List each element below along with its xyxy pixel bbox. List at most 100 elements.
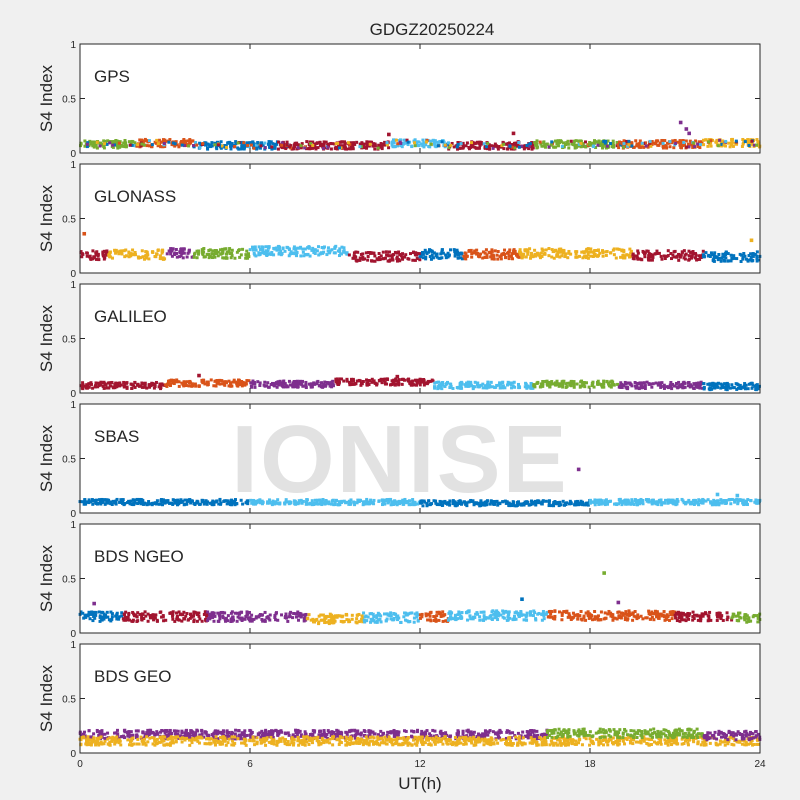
data-point <box>735 387 739 391</box>
data-point <box>247 379 251 383</box>
data-point <box>345 147 349 151</box>
data-point <box>629 612 633 616</box>
data-point <box>461 146 465 150</box>
data-point <box>192 620 196 624</box>
data-point <box>84 502 88 506</box>
data-point <box>134 614 138 618</box>
data-point <box>436 387 440 391</box>
data-point <box>647 382 651 386</box>
data-point <box>706 614 710 618</box>
data-point <box>404 253 408 257</box>
data-point <box>483 255 487 259</box>
data-point <box>636 257 640 261</box>
data-point <box>664 498 668 502</box>
data-point <box>692 498 696 502</box>
data-point <box>109 610 113 614</box>
data-point <box>599 610 603 614</box>
data-point <box>584 381 588 385</box>
data-point <box>611 613 615 617</box>
data-point <box>499 257 503 261</box>
data-point <box>163 138 167 142</box>
data-point <box>229 384 233 388</box>
data-point <box>96 385 100 389</box>
data-point <box>482 614 486 618</box>
data-point <box>300 142 304 146</box>
data-point <box>448 610 452 614</box>
data-point <box>180 140 184 144</box>
data-point <box>389 614 393 618</box>
data-point <box>80 386 84 390</box>
data-point <box>720 501 724 505</box>
data-point <box>410 144 414 148</box>
data-point <box>95 381 99 385</box>
data-point <box>690 254 694 258</box>
data-point <box>330 385 334 389</box>
data-point <box>290 383 294 387</box>
data-point <box>380 377 384 381</box>
data-point <box>572 142 576 146</box>
data-point <box>251 502 255 506</box>
data-point <box>217 379 221 383</box>
data-point <box>403 618 407 622</box>
data-point <box>263 146 267 150</box>
data-point <box>469 248 473 252</box>
data-point <box>450 141 454 145</box>
data-point <box>202 502 206 506</box>
data-point <box>105 386 109 390</box>
data-point <box>179 142 183 146</box>
data-point <box>593 498 597 502</box>
data-point <box>249 498 253 502</box>
y-tick-label: 0 <box>70 269 76 280</box>
data-point <box>550 504 554 508</box>
data-point <box>88 254 92 258</box>
data-point <box>145 386 149 390</box>
data-point <box>625 502 629 506</box>
data-point <box>154 613 158 617</box>
data-point <box>675 385 679 389</box>
data-point <box>410 611 414 615</box>
data-point <box>272 501 276 505</box>
data-point <box>650 258 654 262</box>
data-point <box>308 140 312 144</box>
data-point <box>260 251 264 255</box>
data-point <box>621 248 625 252</box>
data-point <box>259 144 263 148</box>
data-point <box>210 256 214 260</box>
data-point <box>455 248 459 252</box>
data-point <box>471 617 475 621</box>
data-point <box>475 251 479 255</box>
data-point <box>757 258 761 262</box>
data-point <box>434 499 438 503</box>
data-point <box>105 249 109 253</box>
data-point <box>441 619 445 623</box>
data-point <box>84 613 88 617</box>
data-point <box>373 144 377 148</box>
data-point <box>567 612 571 616</box>
data-point <box>145 503 149 507</box>
data-point <box>124 610 128 614</box>
data-point <box>553 381 557 385</box>
data-point <box>400 382 404 386</box>
data-point <box>169 247 173 251</box>
data-point <box>467 500 471 504</box>
data-point <box>393 502 397 506</box>
data-point <box>273 614 277 618</box>
data-point <box>595 382 599 386</box>
data-point <box>495 253 499 257</box>
data-point <box>342 379 346 383</box>
data-point <box>157 502 161 506</box>
data-point <box>465 381 469 385</box>
data-point <box>235 619 239 623</box>
data-point <box>735 497 739 501</box>
data-point <box>560 618 564 622</box>
data-point <box>355 501 359 505</box>
data-point <box>453 501 457 505</box>
data-point <box>506 250 510 254</box>
data-point <box>455 145 459 149</box>
data-point <box>380 142 384 146</box>
data-point <box>699 499 703 503</box>
data-point <box>302 254 306 258</box>
outlier-point <box>616 600 621 605</box>
data-point <box>254 254 258 258</box>
